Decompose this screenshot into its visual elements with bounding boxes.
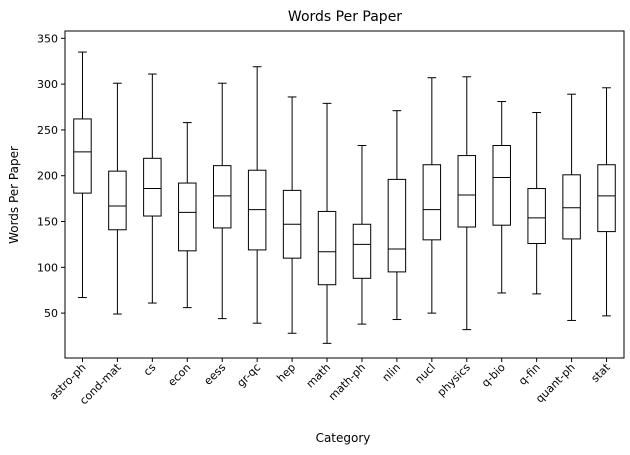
y-tick-label: 150 — [37, 216, 58, 229]
x-tick-label: physics — [435, 361, 473, 399]
x-axis-label: Category — [316, 431, 371, 445]
x-tick-label: q-fin — [516, 361, 543, 388]
box-iqr — [527, 188, 546, 245]
box-iqr — [387, 178, 407, 273]
y-tick-label: 300 — [37, 78, 58, 91]
x-tick-label: math-ph — [326, 361, 368, 403]
x-tick-label: econ — [165, 361, 193, 389]
y-tick-label: 350 — [37, 32, 58, 45]
y-tick-label: 100 — [37, 261, 58, 274]
box-iqr — [492, 144, 511, 226]
x-tick-label: stat — [589, 360, 614, 385]
y-tick-label: 50 — [44, 307, 58, 320]
x-tick-label: nlin — [380, 361, 403, 384]
x-tick-label: nucl — [412, 361, 438, 387]
box-iqr — [212, 165, 232, 229]
box-iqr — [457, 155, 477, 228]
x-tick-label: q-bio — [479, 361, 508, 390]
box-iqr — [422, 164, 442, 241]
box-iqr — [597, 164, 616, 233]
box-iqr — [352, 223, 372, 279]
box-iqr — [108, 170, 127, 231]
plot-frame — [64, 30, 625, 359]
y-axis-label: Words Per Paper — [7, 146, 21, 244]
x-tick-label: gr-qc — [234, 361, 263, 390]
y-tick-label: 250 — [37, 124, 58, 137]
box-iqr — [143, 157, 162, 217]
x-tick-label: cs — [141, 361, 159, 379]
x-tick-label: eess — [201, 361, 228, 388]
box-iqr — [317, 210, 337, 286]
y-tick-label: 200 — [37, 170, 58, 183]
box-iqr — [562, 174, 581, 240]
box-iqr — [73, 118, 92, 194]
chart-title: Words Per Paper — [288, 9, 402, 25]
x-tick-label: math — [304, 361, 334, 391]
box-iqr — [178, 182, 197, 252]
x-tick-label: hep — [274, 361, 298, 385]
